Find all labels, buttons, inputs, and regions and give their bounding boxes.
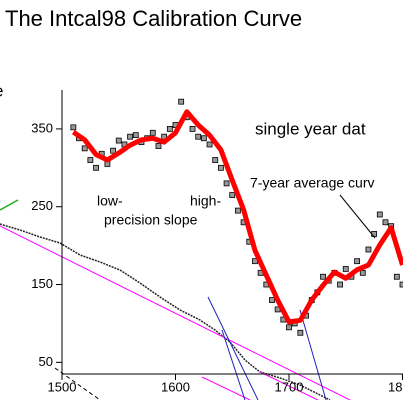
data-point xyxy=(178,98,185,105)
data-point xyxy=(229,192,236,198)
annotation: 7-year average curv xyxy=(250,175,375,191)
data-point xyxy=(359,269,366,276)
y-tick-label: 150 xyxy=(31,276,53,291)
annotation: precision slope xyxy=(104,212,198,228)
y-tick-label: 50 xyxy=(39,354,53,369)
data-point xyxy=(354,258,361,265)
y-tick-label: 250 xyxy=(31,198,53,213)
data-point xyxy=(189,126,196,132)
data-point xyxy=(166,126,173,132)
data-point xyxy=(81,145,88,152)
data-point xyxy=(320,273,326,280)
data-point xyxy=(70,124,77,131)
data-point xyxy=(269,297,275,303)
background-line xyxy=(299,309,327,400)
background-line xyxy=(207,296,259,400)
data-point xyxy=(87,157,94,163)
data-point xyxy=(115,137,122,144)
x-tick-label: 1800 xyxy=(388,379,403,394)
background-line xyxy=(0,199,19,211)
data-point xyxy=(297,329,304,336)
annotation: low- xyxy=(97,193,123,209)
data-point xyxy=(200,135,207,142)
background-figure xyxy=(0,199,351,400)
data-point xyxy=(206,141,213,148)
data-point xyxy=(155,143,162,149)
data-point xyxy=(371,231,378,237)
annotation: e xyxy=(0,81,3,100)
data-point xyxy=(195,133,202,140)
chart-title: The Intcal98 Calibration Curve xyxy=(5,6,302,31)
data-point xyxy=(393,273,400,280)
annotation-pointer xyxy=(339,194,376,239)
x-tick-label: 1700 xyxy=(275,379,304,394)
background-line xyxy=(221,329,246,400)
data-point xyxy=(217,164,224,171)
data-point xyxy=(342,266,349,272)
data-point xyxy=(127,133,133,140)
y-tick-label: 350 xyxy=(31,120,53,135)
data-point xyxy=(93,164,99,171)
background-line xyxy=(259,371,319,400)
background-curve xyxy=(0,223,331,400)
data-point xyxy=(149,129,156,136)
data-point xyxy=(337,281,343,288)
data-point xyxy=(212,157,219,163)
background-line xyxy=(201,376,251,400)
x-tick-label: 1600 xyxy=(161,379,190,394)
data-point xyxy=(365,246,372,253)
annotation: high- xyxy=(190,193,221,209)
data-point xyxy=(223,180,230,187)
data-point xyxy=(132,132,139,139)
average-line xyxy=(71,109,403,325)
data-point xyxy=(235,207,241,214)
data-point xyxy=(382,219,389,226)
x-tick-label: 1500 xyxy=(48,379,77,394)
data-point xyxy=(286,324,292,331)
background-line xyxy=(0,225,351,400)
annotation: single year dat xyxy=(255,119,366,138)
plot-area: 50 150 250 350 1500 1600 1700 1800 xyxy=(31,90,403,394)
data-point xyxy=(376,211,383,218)
data-point xyxy=(110,147,116,154)
